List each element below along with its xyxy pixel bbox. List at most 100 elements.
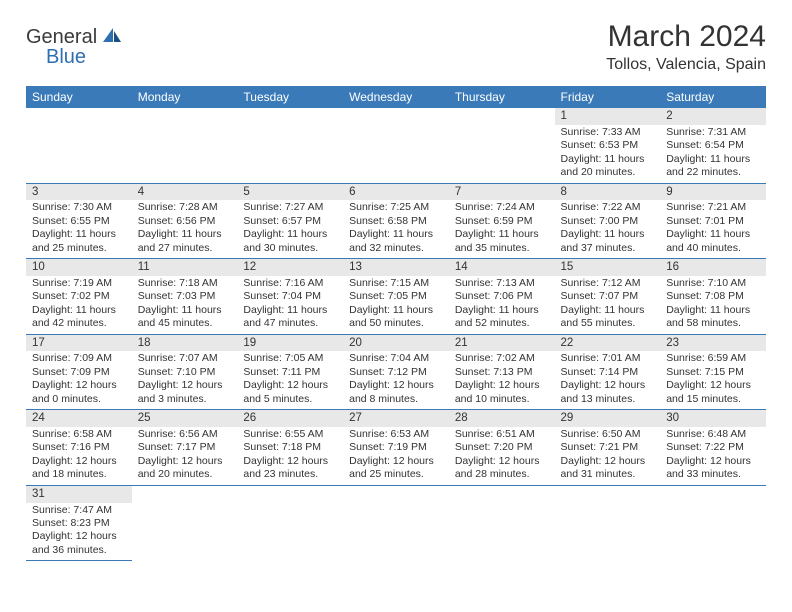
day-number: 9: [660, 184, 766, 201]
day-data: Sunrise: 6:48 AMSunset: 7:22 PMDaylight:…: [660, 427, 766, 485]
daylight-text: Daylight: 12 hours and 33 minutes.: [666, 455, 760, 482]
location-text: Tollos, Valencia, Spain: [606, 56, 766, 74]
daylight-text: Daylight: 12 hours and 0 minutes.: [32, 379, 126, 406]
day-number: 24: [26, 410, 132, 427]
sunrise-text: Sunrise: 7:22 AM: [561, 201, 655, 214]
day-number: 19: [237, 335, 343, 352]
day-data: Sunrise: 7:31 AMSunset: 6:54 PMDaylight:…: [660, 125, 766, 183]
sunset-text: Sunset: 7:06 PM: [455, 290, 549, 303]
calendar-cell: 25Sunrise: 6:56 AMSunset: 7:17 PMDayligh…: [132, 410, 238, 486]
day-number: 14: [449, 259, 555, 276]
sunrise-text: Sunrise: 7:47 AM: [32, 504, 126, 517]
calendar-row: 10Sunrise: 7:19 AMSunset: 7:02 PMDayligh…: [26, 259, 766, 335]
sunset-text: Sunset: 7:10 PM: [138, 366, 232, 379]
day-number: 13: [343, 259, 449, 276]
sunset-text: Sunset: 7:03 PM: [138, 290, 232, 303]
daylight-text: Daylight: 12 hours and 36 minutes.: [32, 530, 126, 557]
sunrise-text: Sunrise: 7:33 AM: [561, 126, 655, 139]
calendar-cell: 29Sunrise: 6:50 AMSunset: 7:21 PMDayligh…: [555, 410, 661, 486]
calendar-cell: 2Sunrise: 7:31 AMSunset: 6:54 PMDaylight…: [660, 108, 766, 183]
calendar-cell: 5Sunrise: 7:27 AMSunset: 6:57 PMDaylight…: [237, 183, 343, 259]
daylight-text: Daylight: 12 hours and 15 minutes.: [666, 379, 760, 406]
daylight-text: Daylight: 12 hours and 20 minutes.: [138, 455, 232, 482]
day-number: 26: [237, 410, 343, 427]
sunrise-text: Sunrise: 7:27 AM: [243, 201, 337, 214]
day-data: Sunrise: 7:12 AMSunset: 7:07 PMDaylight:…: [555, 276, 661, 334]
calendar-cell: 27Sunrise: 6:53 AMSunset: 7:19 PMDayligh…: [343, 410, 449, 486]
weekday-header: Sunday: [26, 86, 132, 108]
calendar-cell: [26, 108, 132, 183]
sunset-text: Sunset: 7:02 PM: [32, 290, 126, 303]
day-data: Sunrise: 7:30 AMSunset: 6:55 PMDaylight:…: [26, 200, 132, 258]
calendar-cell: 6Sunrise: 7:25 AMSunset: 6:58 PMDaylight…: [343, 183, 449, 259]
sunrise-text: Sunrise: 7:13 AM: [455, 277, 549, 290]
daylight-text: Daylight: 11 hours and 58 minutes.: [666, 304, 760, 331]
day-number: 7: [449, 184, 555, 201]
sunrise-text: Sunrise: 7:12 AM: [561, 277, 655, 290]
calendar-cell: 17Sunrise: 7:09 AMSunset: 7:09 PMDayligh…: [26, 334, 132, 410]
calendar-cell: [237, 108, 343, 183]
calendar-cell: 19Sunrise: 7:05 AMSunset: 7:11 PMDayligh…: [237, 334, 343, 410]
weekday-header: Saturday: [660, 86, 766, 108]
day-data: Sunrise: 7:22 AMSunset: 7:00 PMDaylight:…: [555, 200, 661, 258]
logo-blue-text: Blue: [46, 46, 86, 68]
day-data: Sunrise: 6:59 AMSunset: 7:15 PMDaylight:…: [660, 351, 766, 409]
daylight-text: Daylight: 12 hours and 18 minutes.: [32, 455, 126, 482]
header: General March 2024 Tollos, Valencia, Spa…: [26, 20, 766, 74]
daylight-text: Daylight: 11 hours and 32 minutes.: [349, 228, 443, 255]
day-number: 5: [237, 184, 343, 201]
day-data: Sunrise: 7:07 AMSunset: 7:10 PMDaylight:…: [132, 351, 238, 409]
sunset-text: Sunset: 7:16 PM: [32, 441, 126, 454]
calendar-cell: 16Sunrise: 7:10 AMSunset: 7:08 PMDayligh…: [660, 259, 766, 335]
day-number: 8: [555, 184, 661, 201]
calendar-row: 1Sunrise: 7:33 AMSunset: 6:53 PMDaylight…: [26, 108, 766, 183]
calendar-row: 31Sunrise: 7:47 AMSunset: 8:23 PMDayligh…: [26, 485, 766, 561]
calendar-cell: 15Sunrise: 7:12 AMSunset: 7:07 PMDayligh…: [555, 259, 661, 335]
calendar-cell: 31Sunrise: 7:47 AMSunset: 8:23 PMDayligh…: [26, 485, 132, 561]
calendar-cell: 1Sunrise: 7:33 AMSunset: 6:53 PMDaylight…: [555, 108, 661, 183]
day-number: 30: [660, 410, 766, 427]
sunrise-text: Sunrise: 7:02 AM: [455, 352, 549, 365]
calendar-cell: 13Sunrise: 7:15 AMSunset: 7:05 PMDayligh…: [343, 259, 449, 335]
daylight-text: Daylight: 11 hours and 37 minutes.: [561, 228, 655, 255]
day-data: Sunrise: 6:50 AMSunset: 7:21 PMDaylight:…: [555, 427, 661, 485]
sunset-text: Sunset: 7:05 PM: [349, 290, 443, 303]
daylight-text: Daylight: 11 hours and 22 minutes.: [666, 153, 760, 180]
logo-sail-icon: [101, 26, 123, 49]
day-number: 15: [555, 259, 661, 276]
day-data: Sunrise: 7:02 AMSunset: 7:13 PMDaylight:…: [449, 351, 555, 409]
sunset-text: Sunset: 6:56 PM: [138, 215, 232, 228]
day-number: 31: [26, 486, 132, 503]
sunrise-text: Sunrise: 6:51 AM: [455, 428, 549, 441]
sunrise-text: Sunrise: 7:16 AM: [243, 277, 337, 290]
sunset-text: Sunset: 7:14 PM: [561, 366, 655, 379]
weekday-header: Friday: [555, 86, 661, 108]
day-number: 6: [343, 184, 449, 201]
calendar-cell: [343, 108, 449, 183]
sunrise-text: Sunrise: 6:56 AM: [138, 428, 232, 441]
weekday-header: Wednesday: [343, 86, 449, 108]
calendar-body: 1Sunrise: 7:33 AMSunset: 6:53 PMDaylight…: [26, 108, 766, 561]
sunrise-text: Sunrise: 7:30 AM: [32, 201, 126, 214]
sunset-text: Sunset: 7:00 PM: [561, 215, 655, 228]
sunset-text: Sunset: 8:23 PM: [32, 517, 126, 530]
day-data: Sunrise: 6:58 AMSunset: 7:16 PMDaylight:…: [26, 427, 132, 485]
calendar-cell: [449, 108, 555, 183]
calendar-cell: [343, 485, 449, 561]
day-number: 22: [555, 335, 661, 352]
day-data: Sunrise: 6:53 AMSunset: 7:19 PMDaylight:…: [343, 427, 449, 485]
day-data: Sunrise: 7:18 AMSunset: 7:03 PMDaylight:…: [132, 276, 238, 334]
sunset-text: Sunset: 6:55 PM: [32, 215, 126, 228]
daylight-text: Daylight: 12 hours and 13 minutes.: [561, 379, 655, 406]
sunrise-text: Sunrise: 7:18 AM: [138, 277, 232, 290]
day-data: Sunrise: 7:19 AMSunset: 7:02 PMDaylight:…: [26, 276, 132, 334]
day-data: Sunrise: 6:56 AMSunset: 7:17 PMDaylight:…: [132, 427, 238, 485]
day-number: 18: [132, 335, 238, 352]
day-number: 28: [449, 410, 555, 427]
day-number: 2: [660, 108, 766, 125]
sunrise-text: Sunrise: 7:09 AM: [32, 352, 126, 365]
sunset-text: Sunset: 7:18 PM: [243, 441, 337, 454]
sunrise-text: Sunrise: 7:21 AM: [666, 201, 760, 214]
calendar-cell: [132, 108, 238, 183]
daylight-text: Daylight: 12 hours and 25 minutes.: [349, 455, 443, 482]
